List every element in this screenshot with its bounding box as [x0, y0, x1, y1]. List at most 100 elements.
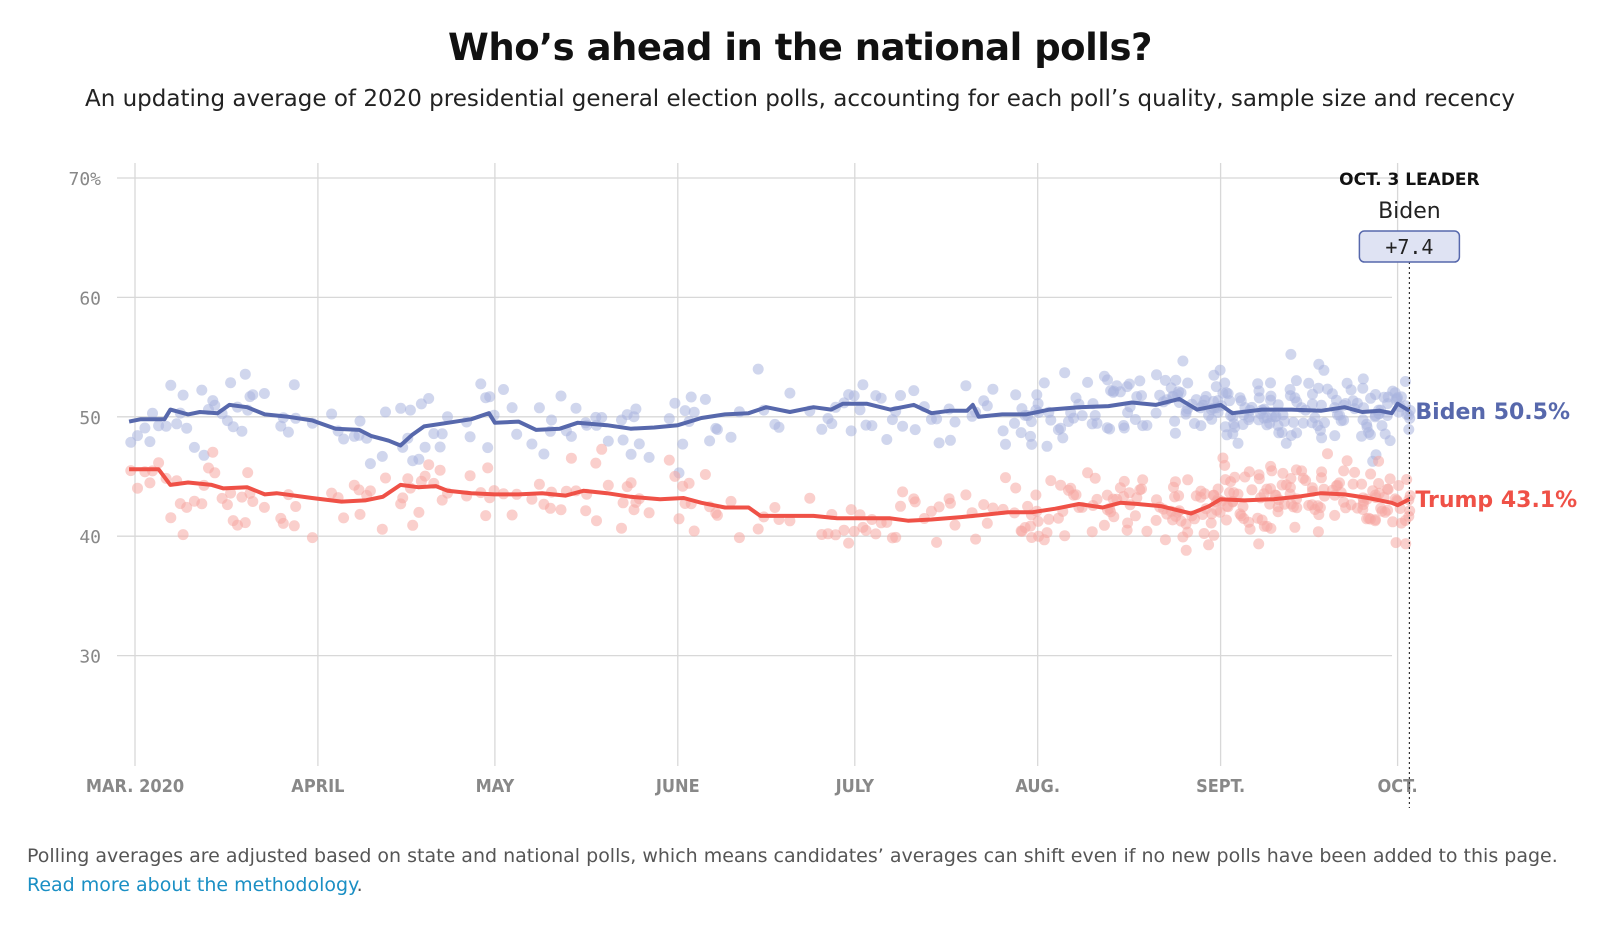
trump-poll-dot: [591, 515, 602, 527]
trump-poll-dot: [209, 467, 221, 479]
trump-poll-dot: [1198, 528, 1210, 539]
trump-poll-dot: [978, 499, 990, 511]
trump-poll-dot: [699, 469, 711, 480]
biden-poll-dot: [630, 403, 642, 415]
biden-poll-dot: [1403, 424, 1415, 435]
biden-poll-dot: [533, 402, 545, 414]
biden-poll-dot: [895, 390, 906, 401]
leader-margin: +7.4: [1385, 235, 1433, 259]
trump-poll-dot: [890, 531, 902, 543]
y-tick-label: 40: [79, 527, 101, 548]
trump-poll-dot: [196, 498, 208, 510]
biden-poll-dot: [1068, 412, 1080, 424]
biden-poll-dot: [526, 438, 538, 450]
biden-poll-dot: [617, 434, 629, 446]
biden-poll-dot: [1091, 417, 1103, 429]
biden-poll-dot: [1059, 367, 1071, 379]
trump-poll-dot: [870, 528, 882, 540]
x-tick-label: MAY: [476, 776, 515, 797]
trump-poll-dot: [1091, 493, 1103, 505]
trump-poll-dot: [480, 510, 492, 522]
trump-poll-dot: [1300, 475, 1312, 486]
trump-poll-dot: [1401, 474, 1413, 485]
biden-poll-dot: [679, 405, 691, 417]
biden-poll-dot: [125, 436, 137, 448]
biden-poll-dot: [354, 415, 366, 427]
trump-poll-dot: [1246, 484, 1258, 496]
biden-poll-dot: [1032, 398, 1044, 410]
trump-poll-dot: [1030, 489, 1042, 501]
biden-poll-dot: [1136, 390, 1147, 402]
trump-poll-dot: [1141, 525, 1153, 537]
biden-poll-dot: [1169, 427, 1181, 439]
biden-poll-dot: [1082, 376, 1094, 388]
biden-poll-dot: [181, 422, 193, 434]
trump-poll-dot: [1136, 483, 1147, 495]
trump-poll-dot: [1098, 519, 1110, 531]
biden-poll-dot: [171, 418, 183, 430]
trump-poll-dot: [177, 529, 189, 541]
trump-poll-dot: [663, 454, 675, 466]
trump-poll-dot: [397, 492, 409, 504]
biden-poll-dot: [376, 450, 388, 462]
trump-poll-dot: [1314, 502, 1326, 514]
trump-poll-dot: [1189, 513, 1200, 525]
biden-poll-dot: [1169, 415, 1181, 427]
trump-poll-dot: [769, 502, 781, 513]
methodology-link[interactable]: Read more about the methodology: [27, 874, 357, 896]
biden-poll-dot: [1057, 432, 1069, 444]
trump-poll-dot: [733, 532, 745, 544]
biden-poll-dot: [909, 424, 921, 436]
trump-poll-dot: [354, 508, 366, 520]
trump-poll-dot: [482, 462, 494, 474]
biden-poll-dot: [816, 423, 828, 435]
biden-poll-dot: [1276, 427, 1288, 438]
biden-poll-dot: [484, 391, 496, 403]
trump-poll-dot: [376, 523, 388, 535]
trump-poll-dot: [1266, 465, 1278, 477]
biden-poll-dot: [160, 420, 172, 432]
biden-poll-dot: [1076, 410, 1088, 422]
trump-poll-dot: [1059, 530, 1071, 542]
trump-poll-dot: [970, 533, 982, 545]
trump-poll-dot: [1208, 529, 1220, 541]
biden-poll-dot: [1177, 355, 1189, 367]
trump-poll-dot: [1173, 490, 1185, 502]
trump-poll-dot: [1137, 474, 1149, 486]
biden-poll-dot: [1265, 377, 1276, 389]
trump-poll-dot: [144, 477, 156, 489]
biden-poll-dot: [1345, 384, 1357, 396]
trump-poll-dot: [643, 507, 655, 519]
biden-poll-dot: [1303, 377, 1315, 389]
x-tick-label: JULY: [835, 776, 875, 797]
biden-poll-dot: [1316, 432, 1328, 444]
biden-poll-dot: [236, 425, 248, 437]
biden-poll-dot: [132, 430, 143, 442]
biden-poll-dot: [326, 408, 338, 420]
biden-poll-dot: [144, 436, 156, 448]
biden-poll-dot: [1315, 399, 1327, 411]
trump-poll-dot: [1045, 475, 1057, 487]
biden-poll-dot: [669, 397, 681, 409]
trump-poll-dot: [165, 512, 177, 524]
biden-poll-dot: [239, 368, 251, 380]
biden-poll-dot: [1224, 395, 1235, 407]
biden-poll-dot: [1175, 387, 1187, 399]
trump-poll-dot: [981, 517, 993, 529]
trump-poll-dot: [1159, 534, 1171, 546]
biden-poll-dot: [633, 438, 645, 450]
biden-poll-dot: [511, 428, 523, 440]
trump-poll-dot: [526, 493, 538, 505]
trump-poll-dot: [1272, 506, 1284, 518]
biden-poll-dot: [1182, 377, 1194, 389]
biden-poll-dot: [1384, 435, 1396, 447]
biden-poll-dot: [1319, 417, 1330, 429]
trump-poll-dot: [1253, 469, 1265, 481]
trump-poll-dot: [909, 496, 921, 508]
biden-poll-dot: [404, 404, 416, 416]
biden-poll-dot: [395, 402, 407, 414]
trump-poll-dot: [1108, 511, 1120, 523]
trump-poll-dot: [617, 497, 629, 509]
biden-poll-dot: [380, 406, 391, 418]
biden-poll-dot: [498, 384, 509, 395]
